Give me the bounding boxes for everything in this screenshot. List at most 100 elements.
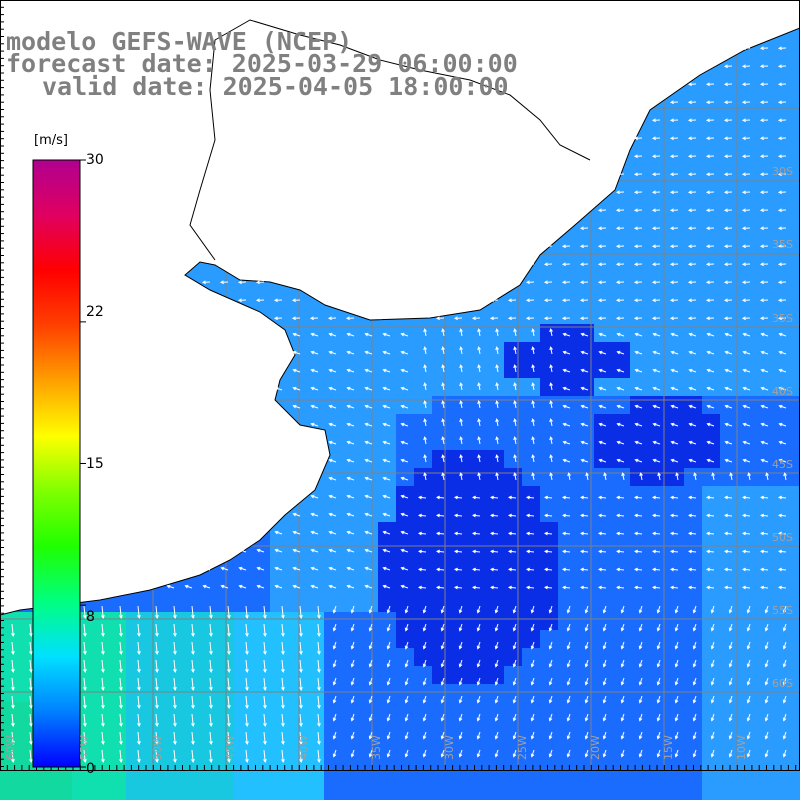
wind-arrow	[585, 677, 589, 685]
field-cell	[324, 504, 342, 522]
field-cell	[234, 684, 252, 702]
field-cell	[792, 180, 800, 198]
field-cell	[720, 738, 738, 756]
wind-arrow-head	[633, 136, 638, 141]
wind-arrow	[617, 333, 625, 337]
wind-arrow-head	[423, 472, 427, 477]
wind-arrow-head	[346, 368, 351, 373]
field-cell	[720, 432, 738, 450]
wind-arrow-head	[598, 350, 603, 355]
wind-arrow-head	[651, 280, 656, 285]
wind-arrow	[748, 473, 751, 481]
wind-arrow-head	[531, 364, 535, 369]
field-cell	[666, 720, 684, 738]
field-cell	[216, 630, 234, 648]
wind-arrow	[281, 605, 284, 618]
wind-arrow-head	[364, 368, 369, 373]
wind-arrow	[581, 441, 589, 445]
wind-arrow-head	[328, 368, 333, 373]
field-cell	[738, 378, 756, 396]
field-cell	[162, 702, 180, 720]
wind-arrow-head	[778, 440, 783, 445]
field-cell	[594, 450, 612, 468]
wind-arrow	[317, 695, 320, 708]
field-cell	[486, 612, 504, 630]
wind-arrow	[671, 369, 679, 373]
field-cell	[522, 306, 540, 324]
field-cell	[450, 342, 468, 360]
wind-arrow	[365, 495, 373, 499]
wind-arrow	[137, 659, 140, 672]
field-cell	[612, 522, 630, 540]
wind-arrow-head	[723, 585, 728, 590]
field-cell	[540, 450, 558, 468]
field-cell	[396, 504, 414, 522]
field-cell	[684, 378, 702, 396]
field-cell	[558, 720, 576, 738]
field-cell	[342, 702, 360, 720]
wind-arrow	[383, 423, 391, 427]
field-cell	[738, 522, 756, 540]
field-cell	[126, 756, 144, 774]
wind-arrow-head	[620, 663, 625, 668]
field-cell	[450, 504, 468, 522]
field-cell	[594, 432, 612, 450]
wind-arrow-head	[310, 530, 315, 535]
field-cell	[288, 522, 306, 540]
field-cell	[288, 576, 306, 594]
field-cell	[468, 468, 486, 486]
wind-arrow-head	[688, 332, 693, 337]
field-cell	[414, 558, 432, 576]
wind-arrow-head	[209, 704, 213, 709]
field-cell	[648, 630, 666, 648]
wind-arrow-head	[83, 614, 87, 619]
wind-arrow-head	[742, 440, 747, 445]
lat-label: 35S	[772, 238, 793, 251]
field-cell	[630, 486, 648, 504]
wind-arrow	[472, 586, 481, 589]
field-cell	[648, 270, 666, 288]
wind-arrow	[693, 623, 697, 631]
field-cell	[396, 594, 414, 612]
field-cell	[378, 612, 396, 630]
wind-arrow-head	[598, 404, 603, 409]
wind-arrow	[514, 383, 517, 391]
wind-arrow-head	[489, 585, 494, 590]
field-cell	[396, 342, 414, 360]
field-cell	[702, 324, 720, 342]
field-cell	[216, 648, 234, 666]
wind-arrow-head	[705, 262, 710, 267]
field-cell	[702, 306, 720, 324]
field-cell	[270, 306, 288, 324]
wind-arrow-head	[705, 190, 710, 195]
wind-arrow-head	[423, 364, 427, 369]
wind-arrow-head	[489, 549, 494, 554]
wind-arrow-head	[220, 584, 225, 589]
wind-arrow	[119, 695, 122, 708]
lat-label: 45S	[772, 458, 793, 471]
wind-arrow-head	[656, 699, 661, 704]
field-cell	[432, 504, 450, 522]
wind-arrow	[639, 659, 643, 667]
wind-arrow	[351, 659, 355, 667]
wind-arrow-head	[477, 364, 481, 369]
wind-arrow	[652, 496, 661, 499]
wind-arrow-head	[759, 316, 764, 321]
wind-arrow-head	[227, 632, 231, 637]
wind-arrow-head	[652, 404, 657, 409]
field-cell	[432, 576, 450, 594]
field-cell	[774, 396, 792, 414]
field-cell	[522, 504, 540, 522]
wind-arrow	[401, 351, 409, 355]
wind-arrow	[563, 405, 571, 409]
field-cell	[738, 180, 756, 198]
field-cell	[504, 774, 522, 792]
wind-arrow-head	[191, 704, 195, 709]
wind-arrow	[333, 749, 337, 757]
field-cell	[180, 774, 198, 792]
field-cell	[792, 486, 800, 504]
wind-arrow	[765, 659, 769, 667]
model-title: modelo GEFS-WAVE (NCEP)	[6, 27, 353, 56]
wind-arrows	[11, 46, 787, 763]
wind-arrow	[563, 423, 571, 427]
